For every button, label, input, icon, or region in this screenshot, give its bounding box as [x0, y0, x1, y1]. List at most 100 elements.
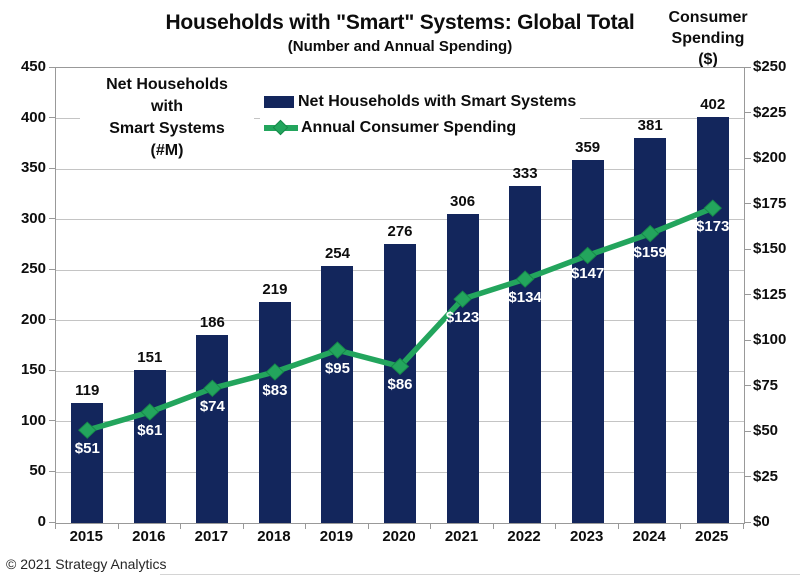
- spending-value-label: $61: [137, 421, 163, 439]
- spending-value-label: $159: [633, 243, 667, 261]
- legend-bar-swatch-icon: [264, 96, 294, 108]
- line-marker: [703, 199, 722, 217]
- line-marker: [78, 421, 97, 439]
- bar-value-label: 186: [199, 313, 225, 331]
- spending-value-label: $147: [570, 265, 605, 283]
- bar-value-label: 381: [637, 116, 663, 134]
- left-axis-title-line: Net Households: [106, 76, 228, 93]
- spending-value-label: $83: [262, 381, 288, 399]
- right-axis-tick: [745, 476, 751, 477]
- x-axis-tick: [680, 524, 682, 529]
- line-series: [78, 199, 722, 439]
- line-marker: [453, 290, 472, 308]
- line-marker: [390, 357, 410, 376]
- legend-item-bars: Net Households with Smart Systems: [264, 89, 576, 115]
- x-axis-tick-label: 2018: [257, 528, 291, 545]
- y-axis-tick-label-left: 150: [20, 361, 46, 379]
- right-axis-tick: [745, 430, 751, 432]
- line-marker: [578, 246, 597, 265]
- spending-value-label: $95: [324, 360, 350, 378]
- gridline: [56, 219, 744, 221]
- plot-area: Net Households with Smart Systems (#M) Net …: [55, 67, 745, 524]
- left-axis-title: Net Households with Smart Systems (#M): [80, 72, 254, 164]
- copyright-text: © 2021 Strategy Analytics: [6, 556, 167, 572]
- y-axis-tick-label-left: 200: [20, 310, 46, 328]
- y-axis-tick-label-left: 0: [37, 513, 46, 530]
- bar: [384, 243, 416, 523]
- right-axis-tick: [745, 385, 751, 386]
- x-axis-tick: [492, 524, 494, 529]
- y-axis-tick-label-left: 50: [29, 462, 46, 480]
- left-axis-tick: [49, 470, 55, 472]
- right-axis-tick: [745, 521, 751, 523]
- legend-bar-label: Net Households with Smart Systems: [298, 93, 577, 110]
- spending-value-label: $173: [696, 218, 730, 236]
- y-axis-tick-label-left: 450: [20, 58, 46, 75]
- right-axis-tick: [745, 203, 751, 204]
- y-axis-tick-label-right: $150: [753, 240, 787, 257]
- right-axis-title: Consumer Spending ($): [658, 7, 758, 70]
- line-marker: [640, 224, 660, 243]
- bar: [446, 213, 479, 523]
- chart-title: Households with "Smart" Systems: Global …: [165, 11, 635, 34]
- y-axis-tick-label-left: 250: [20, 260, 46, 278]
- x-axis-tick: [617, 524, 619, 529]
- y-axis-tick-label-right: $25: [753, 467, 779, 485]
- bar: [571, 160, 604, 523]
- line-marker: [328, 341, 347, 359]
- right-axis-tick: [745, 157, 751, 159]
- legend-item-line: Annual Consumer Spending: [264, 115, 576, 141]
- bar: [258, 301, 291, 523]
- bar: [196, 334, 229, 523]
- right-axis-tick: [745, 248, 751, 250]
- bar: [509, 186, 542, 523]
- left-axis-title-line: with: [151, 98, 183, 115]
- line-marker: [140, 403, 160, 421]
- bar-value-label: 402: [700, 95, 726, 113]
- x-axis-tick: [180, 524, 182, 529]
- right-axis-tick: [745, 339, 751, 341]
- x-axis-tick-label: 2016: [132, 528, 166, 545]
- right-axis-title-line: Consumer: [668, 9, 748, 26]
- left-axis-tick: [49, 420, 55, 422]
- y-axis-tick-label-right: $225: [753, 103, 787, 121]
- gridline: [56, 168, 744, 170]
- bar-value-label: 306: [450, 192, 476, 210]
- line-marker: [515, 270, 535, 288]
- chart-subtitle: (Number and Annual Spending): [287, 38, 513, 55]
- x-axis-tick-label: 2025: [695, 528, 729, 545]
- bar-value-label: 254: [324, 245, 350, 263]
- left-axis-tick: [49, 167, 55, 169]
- y-axis-tick-label-left: 350: [20, 159, 46, 177]
- x-axis-tick: [117, 524, 119, 529]
- left-axis-tick: [49, 319, 55, 321]
- spending-value-label: $51: [74, 440, 100, 458]
- bar: [634, 137, 667, 523]
- left-axis-tick: [49, 218, 55, 220]
- x-axis-tick-label: 2019: [319, 528, 354, 545]
- bar-value-label: 276: [387, 222, 413, 240]
- right-axis-title-line: ($): [698, 51, 718, 68]
- x-axis-tick-label: 2015: [69, 528, 103, 545]
- y-axis-tick-label-left: 100: [20, 411, 46, 429]
- x-axis-tick-label: 2023: [569, 528, 604, 545]
- x-axis-tick: [305, 524, 307, 529]
- spending-value-label: $74: [199, 398, 225, 416]
- y-axis-tick-label-right: $250: [753, 58, 787, 75]
- x-axis-tick-label: 2021: [444, 528, 479, 545]
- x-axis-tick: [367, 524, 369, 529]
- right-axis-tick: [745, 66, 751, 68]
- legend-line-swatch-icon: [264, 115, 298, 141]
- bar-value-label: 119: [75, 381, 100, 399]
- right-axis-tick: [745, 112, 751, 113]
- bar-value-label: 151: [137, 349, 163, 367]
- legend-line-label: Annual Consumer Spending: [301, 119, 517, 136]
- x-axis-tick-label: 2017: [194, 528, 229, 545]
- bar-value-label: 219: [262, 280, 288, 298]
- x-axis-tick: [242, 524, 244, 529]
- y-axis-tick-label-right: $50: [753, 422, 779, 439]
- spending-value-label: $134: [508, 289, 542, 307]
- bar-value-label: 359: [575, 139, 601, 157]
- x-axis-tick-label: 2020: [382, 528, 416, 545]
